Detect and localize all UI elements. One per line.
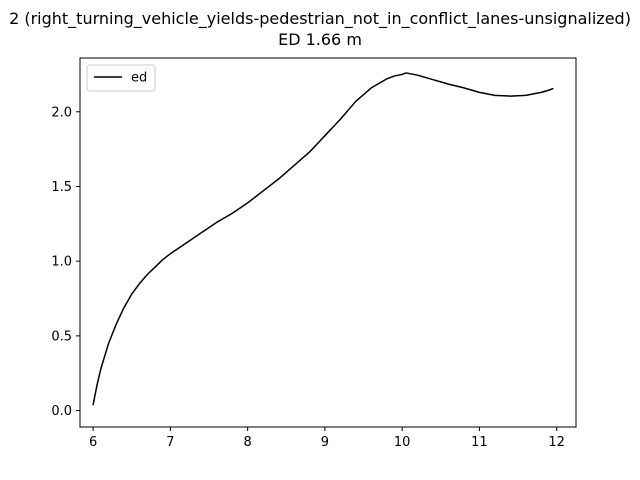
chart-title: 2 (right_turning_vehicle_yields-pedestri… [9,9,631,29]
x-tick-label: 9 [321,435,329,450]
x-tick-label: 12 [548,435,565,450]
chart-subtitle: ED 1.66 m [278,30,362,49]
x-tick-label: 7 [166,435,174,450]
axes-frame [79,57,577,428]
axis-ticks: 6 7 8 9 10 11 12 0.0 0.5 1.0 1.5 2.0 [51,105,565,450]
y-tick-label: 0.5 [51,329,72,344]
series-line-ed [92,72,554,406]
legend-label: ed [131,71,147,86]
x-tick-label: 6 [89,435,97,450]
y-tick-label: 2.0 [51,105,72,120]
legend: ed [86,64,156,92]
y-tick-label: 0.0 [51,404,72,419]
legend-box [86,64,156,92]
y-tick-label: 1.0 [51,255,72,270]
y-tick-label: 1.5 [51,180,72,195]
x-tick-label: 11 [471,435,488,450]
plot-area [92,72,554,406]
x-tick-label: 8 [244,435,252,450]
x-tick-label: 10 [394,435,411,450]
